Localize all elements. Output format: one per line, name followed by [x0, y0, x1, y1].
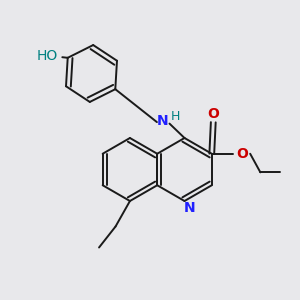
- Text: H: H: [171, 110, 180, 124]
- Text: N: N: [157, 114, 169, 128]
- Text: O: O: [207, 107, 219, 121]
- Text: N: N: [184, 201, 196, 214]
- Text: O: O: [236, 147, 248, 161]
- Text: HO: HO: [37, 49, 58, 63]
